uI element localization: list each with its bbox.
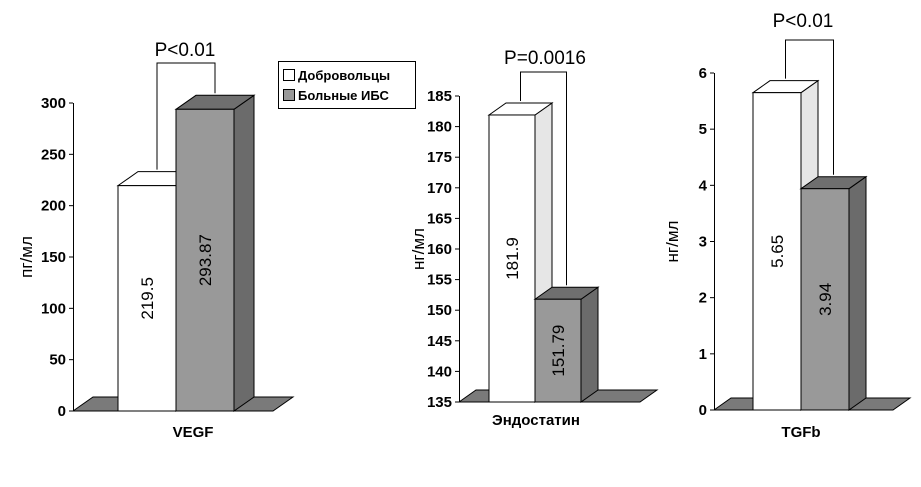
chart2-tick-label: 170 bbox=[427, 180, 452, 197]
chart2-tick-label: 155 bbox=[427, 272, 452, 289]
chart1-tick-label: 50 bbox=[49, 352, 66, 369]
chart2-p-value: P=0.0016 bbox=[504, 48, 586, 69]
chart3-tick-label: 4 bbox=[699, 177, 708, 194]
chart1-data-label-patients: 293.87 bbox=[196, 234, 215, 286]
chart1-tick-label: 0 bbox=[58, 403, 66, 420]
legend-item-volunteers: Добровольцы bbox=[283, 65, 411, 85]
chart2-tick-label: 185 bbox=[427, 88, 452, 105]
chart1-bar-patients-side bbox=[233, 94, 255, 412]
chart1-data-label-volunteers: 219.5 bbox=[138, 277, 157, 320]
legend-label-patients: Больные ИБС bbox=[298, 87, 389, 103]
legend-label-volunteers: Добровольцы bbox=[298, 67, 391, 83]
chart3-data-label-volunteers: 5.65 bbox=[768, 235, 787, 268]
chart3-tick-label: 0 bbox=[699, 402, 707, 419]
chart3-bar-patients-side bbox=[848, 175, 867, 411]
chart1-bar-patients bbox=[175, 108, 235, 412]
chart1-tick-label: 250 bbox=[41, 146, 66, 163]
chart2-tick-label: 160 bbox=[427, 241, 452, 258]
chart3-data-label-patients: 3.94 bbox=[816, 283, 835, 316]
chart2-tick-label: 135 bbox=[427, 394, 452, 411]
chart1-tick-label: 100 bbox=[41, 300, 66, 317]
chart2-x-axis-label: Эндостатин bbox=[492, 412, 580, 429]
chart1-x-axis-label: VEGF bbox=[173, 424, 214, 441]
chart1-tick-label: 200 bbox=[41, 198, 66, 215]
chart2-bar-patients bbox=[534, 298, 582, 403]
legend-item-patients: Больные ИБС bbox=[283, 85, 411, 105]
chart2-y-axis-label: нг/мл bbox=[409, 228, 428, 270]
chart2-tick-label: 175 bbox=[427, 149, 452, 166]
chart3-p-value: P<0.01 bbox=[773, 11, 834, 32]
chart1-significance-bracket bbox=[156, 62, 216, 170]
chart2-significance-bracket bbox=[520, 71, 567, 286]
chart3-significance-bracket bbox=[785, 39, 834, 175]
chart2-bar-patients-side bbox=[580, 286, 599, 403]
chart3-tick-label: 3 bbox=[699, 234, 707, 251]
chart2-tick-label: 140 bbox=[427, 363, 452, 380]
chart2-data-label-volunteers: 181.9 bbox=[503, 237, 522, 280]
chart2-tick-label: 180 bbox=[427, 119, 452, 136]
chart1-y-axis-label: пг/мл bbox=[17, 236, 36, 278]
chart2-tick-label: 150 bbox=[427, 302, 452, 319]
chart3-tick-label: 5 bbox=[699, 121, 707, 138]
chart3-tick-label: 1 bbox=[699, 346, 707, 363]
chart3-y-axis-label: нг/мл bbox=[663, 221, 682, 263]
chart2-data-label-patients: 151.79 bbox=[549, 325, 568, 377]
chart3-bar-volunteers bbox=[752, 92, 802, 411]
legend: Добровольцы Больные ИБС bbox=[278, 61, 416, 109]
chart3-bar-patients bbox=[800, 188, 850, 411]
legend-swatch-volunteers bbox=[283, 69, 295, 81]
chart1-tick-label: 150 bbox=[41, 249, 66, 266]
chart1-p-value: P<0.01 bbox=[155, 40, 216, 61]
chart3-x-axis-label: TGFb bbox=[781, 424, 820, 441]
chart2-tick-label: 165 bbox=[427, 210, 452, 227]
chart2-tick-label: 145 bbox=[427, 333, 452, 350]
legend-swatch-patients bbox=[283, 89, 295, 101]
chart2-bar-volunteers bbox=[488, 114, 536, 403]
chart1-bar-volunteers bbox=[117, 185, 177, 412]
chart3-tick-label: 6 bbox=[699, 65, 707, 82]
chart3-tick-label: 2 bbox=[699, 290, 707, 307]
chart1-tick-label: 300 bbox=[41, 95, 66, 112]
